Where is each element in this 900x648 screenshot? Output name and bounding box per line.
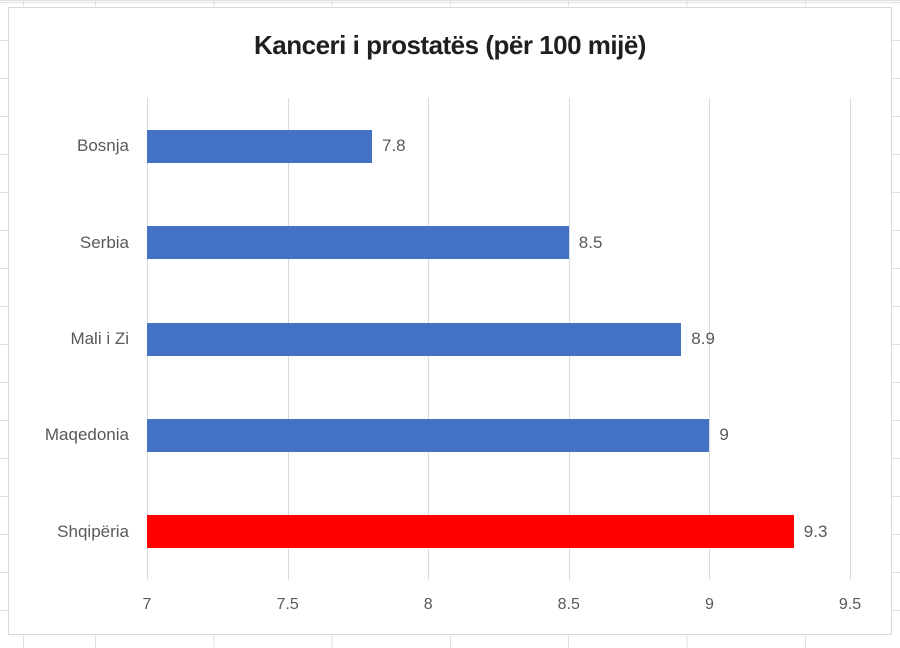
x-axis-tick-label: 7 xyxy=(142,596,152,613)
x-axis-tick-label: 7.5 xyxy=(276,596,299,613)
x-axis-tick-label: 9.5 xyxy=(838,596,862,613)
data-value-label: 8.9 xyxy=(691,329,715,348)
chart-object[interactable]: Kanceri i prostatës (për 100 mijë) 7 7.5 8… xyxy=(8,7,892,635)
data-value-label: 8.5 xyxy=(578,232,603,252)
category-label: Bosnja xyxy=(77,136,129,156)
chart-title: Kanceri i prostatës (për 100 mijë) xyxy=(254,30,646,60)
category-label: Maqedonia xyxy=(44,425,129,445)
major-gridline xyxy=(709,98,711,580)
data-bar-mali-i-zi[interactable] xyxy=(147,322,682,356)
category-label: Shqipëria xyxy=(57,521,129,541)
major-gridline xyxy=(850,98,851,580)
data-bar-serbia[interactable] xyxy=(147,226,569,260)
x-axis-tick-label: 8 xyxy=(423,596,433,613)
data-bar-maqedonia[interactable] xyxy=(147,418,710,452)
data-bar-bosnja[interactable] xyxy=(147,129,372,163)
x-axis-tick-label: 8.5 xyxy=(557,596,580,613)
x-axis-tick-label: 9 xyxy=(704,596,714,613)
data-bar-shqipëria[interactable] xyxy=(147,515,794,549)
data-value-label: 9 xyxy=(719,425,729,445)
category-label: Serbia xyxy=(79,232,129,252)
data-value-label: 7.8 xyxy=(382,136,406,156)
category-label: Mali i Zi xyxy=(70,329,129,348)
data-value-label: 9.3 xyxy=(803,521,828,541)
